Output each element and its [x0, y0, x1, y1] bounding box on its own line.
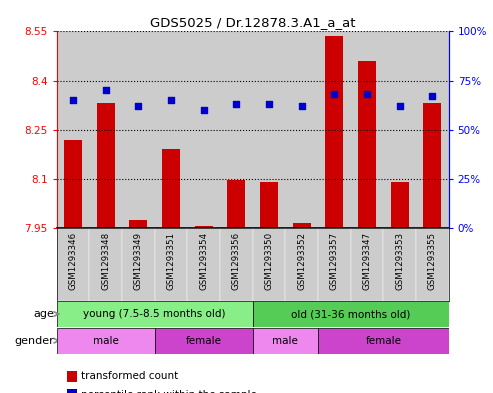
- Text: old (31-36 months old): old (31-36 months old): [291, 309, 410, 319]
- Bar: [252, 301, 449, 327]
- Bar: [260, 182, 278, 228]
- Bar: [187, 31, 220, 228]
- Bar: [162, 149, 180, 228]
- Point: [167, 97, 175, 103]
- Text: GSM1293346: GSM1293346: [69, 231, 77, 290]
- Bar: [89, 31, 122, 228]
- Bar: [57, 301, 252, 327]
- Bar: [318, 328, 449, 354]
- Point: [102, 87, 109, 94]
- Text: male: male: [273, 336, 298, 346]
- Bar: [318, 31, 351, 228]
- Point: [135, 103, 142, 109]
- Bar: [383, 228, 416, 301]
- Bar: [318, 228, 351, 301]
- Bar: [416, 31, 449, 228]
- Text: GSM1293347: GSM1293347: [362, 231, 372, 290]
- Bar: [325, 37, 343, 228]
- Bar: [89, 228, 122, 301]
- Point: [69, 97, 77, 103]
- Point: [363, 91, 371, 97]
- Text: female: female: [365, 336, 401, 346]
- Bar: [122, 31, 155, 228]
- Text: percentile rank within the sample: percentile rank within the sample: [81, 389, 257, 393]
- Text: GSM1293349: GSM1293349: [134, 231, 143, 290]
- Text: male: male: [93, 336, 119, 346]
- Bar: [227, 180, 246, 228]
- Text: GSM1293356: GSM1293356: [232, 231, 241, 290]
- Text: female: female: [186, 336, 222, 346]
- Bar: [285, 31, 318, 228]
- Text: age: age: [34, 309, 54, 319]
- Text: GSM1293350: GSM1293350: [264, 231, 274, 290]
- Text: GSM1293357: GSM1293357: [330, 231, 339, 290]
- Bar: [64, 140, 82, 228]
- Text: GSM1293355: GSM1293355: [428, 231, 437, 290]
- Bar: [57, 31, 89, 228]
- Bar: [351, 228, 383, 301]
- Text: GSM1293348: GSM1293348: [101, 231, 110, 290]
- Bar: [122, 228, 155, 301]
- Point: [428, 93, 436, 99]
- Bar: [195, 226, 212, 228]
- Bar: [187, 228, 220, 301]
- Bar: [57, 228, 89, 301]
- Point: [265, 101, 273, 107]
- Bar: [155, 31, 187, 228]
- Text: GSM1293353: GSM1293353: [395, 231, 404, 290]
- Point: [232, 101, 240, 107]
- Bar: [97, 103, 115, 228]
- Bar: [129, 220, 147, 228]
- Bar: [383, 31, 416, 228]
- Text: transformed count: transformed count: [81, 371, 178, 381]
- Bar: [155, 228, 187, 301]
- Bar: [252, 228, 285, 301]
- Text: GSM1293354: GSM1293354: [199, 231, 208, 290]
- Text: GSM1293352: GSM1293352: [297, 231, 306, 290]
- Text: GSM1293351: GSM1293351: [167, 231, 176, 290]
- Bar: [416, 228, 449, 301]
- Bar: [220, 228, 252, 301]
- Bar: [293, 223, 311, 228]
- Text: gender: gender: [14, 336, 54, 346]
- Point: [330, 91, 338, 97]
- Bar: [252, 328, 318, 354]
- Bar: [423, 103, 441, 228]
- Bar: [155, 328, 252, 354]
- Bar: [285, 228, 318, 301]
- Bar: [252, 31, 285, 228]
- Bar: [358, 61, 376, 228]
- Title: GDS5025 / Dr.12878.3.A1_a_at: GDS5025 / Dr.12878.3.A1_a_at: [150, 16, 355, 29]
- Point: [298, 103, 306, 109]
- Bar: [220, 31, 252, 228]
- Bar: [57, 328, 155, 354]
- Point: [396, 103, 404, 109]
- Bar: [390, 182, 409, 228]
- Text: young (7.5-8.5 months old): young (7.5-8.5 months old): [83, 309, 226, 319]
- Bar: [351, 31, 383, 228]
- Point: [200, 107, 208, 113]
